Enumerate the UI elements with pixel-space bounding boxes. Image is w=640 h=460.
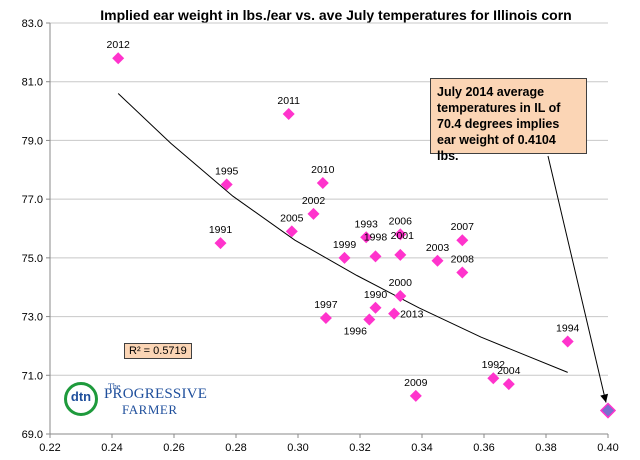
trendline <box>117 93 568 373</box>
data-point-1996 <box>363 313 376 326</box>
data-point-2006 <box>394 228 407 241</box>
point-label: 2004 <box>497 365 521 377</box>
point-label: 2003 <box>426 242 450 254</box>
point-label: 1992 <box>482 359 506 371</box>
point-label: 1993 <box>355 218 379 230</box>
data-point-2005 <box>285 225 298 238</box>
data-point-2009 <box>409 389 422 402</box>
x-axis: 0.22 0.24 0.26 0.28 0.30 0.32 0.34 0.36 0.38 0.40 <box>39 434 619 454</box>
x-tick-label: 0.40 <box>597 442 618 454</box>
data-points: 2012 2011 1995 2010 2002 2005 1991 1993 2006 1999… <box>107 39 617 419</box>
point-label: 2005 <box>280 212 304 224</box>
point-label: 2000 <box>389 277 413 289</box>
point-label: 1998 <box>364 231 388 243</box>
data-point-1992 <box>487 372 500 385</box>
data-point-2013 <box>388 307 401 320</box>
y-tick-label: 75.0 <box>22 253 43 265</box>
y-axis: 69.0 71.0 73.0 75.0 77.0 79.0 81.0 83.0 <box>22 18 50 441</box>
x-tick-label: 0.22 <box>39 442 60 454</box>
point-label: 2013 <box>400 309 424 321</box>
data-point-1990 <box>369 301 382 314</box>
x-tick-label: 0.34 <box>411 442 432 454</box>
y-tick-label: 79.0 <box>22 135 43 147</box>
annotation-arrow-line <box>547 155 607 403</box>
data-point-2007 <box>456 234 469 247</box>
x-tick-label: 0.30 <box>287 442 308 454</box>
point-label: 2007 <box>451 221 475 233</box>
data-point-1998 <box>369 250 382 263</box>
data-point-2008 <box>456 266 469 279</box>
trendline-path <box>117 93 568 373</box>
point-label: 2009 <box>404 377 428 389</box>
logo-mark: dtn <box>70 389 92 404</box>
x-tick-label: 0.38 <box>535 442 556 454</box>
highlight-point-2014 <box>599 402 617 419</box>
logo-farmer: FARMER <box>122 402 178 417</box>
point-label: 2006 <box>389 215 413 227</box>
point-label: 1999 <box>333 239 357 251</box>
point-label: 2008 <box>451 254 475 266</box>
point-label: 1994 <box>556 323 580 335</box>
logo-the: The <box>108 382 121 391</box>
dtn-progressive-farmer-logo: dtn The PROGRESSIVE FARMER <box>64 382 207 418</box>
data-point-1999 <box>338 251 351 264</box>
x-tick-label: 0.32 <box>349 442 370 454</box>
point-label: 2001 <box>391 230 415 242</box>
annotation-callout: July 2014 average temperatures in IL of … <box>430 78 587 163</box>
data-point-1997 <box>319 312 332 325</box>
r-squared-label: R² = 0.5719 <box>124 343 192 359</box>
x-tick-label: 0.28 <box>225 442 246 454</box>
data-point-1991 <box>214 237 227 250</box>
logo-name: PROGRESSIVE <box>104 386 208 402</box>
x-tick-label: 0.24 <box>101 442 122 454</box>
y-tick-label: 81.0 <box>22 77 43 89</box>
data-point-2012 <box>112 52 125 65</box>
point-label: 1995 <box>215 165 239 177</box>
point-label: 1991 <box>209 224 233 236</box>
logo-circle <box>64 382 98 416</box>
x-tick-label: 0.26 <box>163 442 184 454</box>
data-point-2010 <box>316 176 329 189</box>
data-point-1993 <box>360 231 373 244</box>
y-tick-label: 83.0 <box>22 18 43 30</box>
data-point-2002 <box>307 207 320 220</box>
data-point-2011 <box>282 108 295 121</box>
point-label: 2002 <box>302 195 326 207</box>
point-label: 1990 <box>364 289 388 301</box>
annotation-arrow-head <box>600 393 609 403</box>
data-point-2001 <box>394 248 407 261</box>
point-label: 1997 <box>314 299 338 311</box>
data-point-2004 <box>502 378 515 391</box>
annotation-arrow <box>547 155 609 403</box>
point-label: 2011 <box>277 95 300 107</box>
data-point-2003 <box>431 254 444 267</box>
y-tick-label: 73.0 <box>22 312 43 324</box>
point-label: 2010 <box>311 164 335 176</box>
chart-title: Implied ear weight in lbs./ear vs. ave J… <box>100 7 572 23</box>
x-tick-label: 0.36 <box>473 442 494 454</box>
data-point-1995 <box>220 178 233 191</box>
point-label: 2012 <box>107 39 131 51</box>
data-point-2000 <box>394 290 407 303</box>
point-label: 1996 <box>344 326 368 338</box>
y-tick-label: 71.0 <box>22 370 43 382</box>
y-tick-label: 69.0 <box>22 429 43 441</box>
y-tick-label: 77.0 <box>22 194 43 206</box>
data-point-1994 <box>561 335 574 348</box>
